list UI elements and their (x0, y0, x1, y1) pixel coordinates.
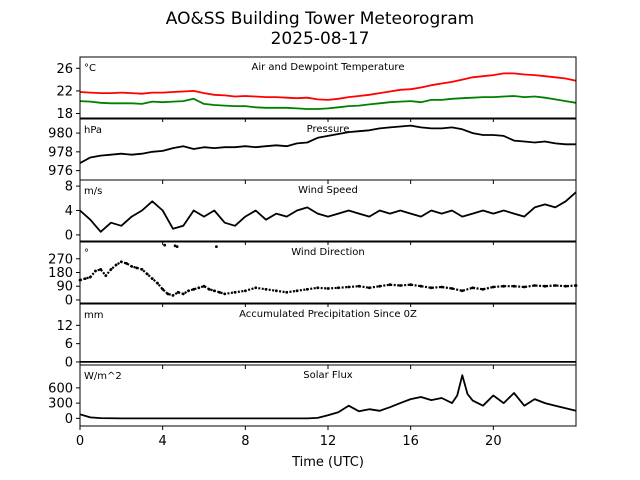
series-line-pressure (79, 124, 576, 164)
y-tick-label: 300 (48, 397, 73, 412)
panel-pressure: 976 978 980 hPa Pressure (48, 118, 577, 184)
panel-accumulated-precipitation-since-0z: 0 6 12 mm Accumulated Precipitation Since 0Z (56, 303, 577, 370)
x-tick-label: 12 (320, 434, 337, 449)
panel-unit-label: m/s (84, 186, 102, 197)
y-tick-label: 18 (56, 107, 73, 122)
figure-title-line2: 2025-08-17 (271, 29, 370, 49)
panel-title: Pressure (307, 124, 350, 135)
y-tick-label: 90 (56, 280, 73, 295)
data-point-wind-direction (163, 243, 167, 247)
panel-title: Accumulated Precipitation Since 0Z (239, 309, 417, 320)
series-line-wind-speed (79, 191, 577, 233)
data-point-wind-direction (215, 245, 218, 249)
y-tick-label: 270 (48, 252, 73, 267)
panel-unit-label: mm (84, 310, 103, 321)
y-tick-label: 600 (48, 381, 73, 396)
y-tick-label: 980 (48, 127, 73, 142)
y-tick-label: 0 (65, 355, 73, 370)
y-tick-label: 976 (48, 164, 73, 179)
y-tick-label: 4 (65, 204, 73, 219)
y-tick-label: 978 (48, 145, 73, 160)
y-tick-label: 6 (65, 337, 73, 352)
x-tick-label: 20 (485, 434, 502, 449)
panel-title: Solar Flux (303, 370, 353, 381)
series-line-wind-direction (79, 260, 577, 297)
figure-title-line1: AO&SS Building Tower Meteorogram (166, 9, 474, 29)
y-tick-label: 26 (56, 62, 73, 77)
panel-title: Wind Speed (298, 185, 358, 196)
y-tick-label: 0 (65, 228, 73, 243)
x-tick-label: 0 (76, 434, 84, 449)
y-tick-label: 22 (56, 84, 73, 99)
y-tick-label: 0 (65, 293, 73, 308)
panel-wind-speed: 0 4 8 m/s Wind Speed (65, 179, 577, 245)
panel-unit-label: ° (84, 248, 89, 259)
panel-unit-label: W/m^2 (84, 371, 122, 382)
panel-unit-label: °C (84, 63, 96, 74)
x-tick-label: 4 (159, 434, 167, 449)
y-tick-label: 180 (48, 266, 73, 281)
panel-unit-label: hPa (84, 125, 102, 136)
y-tick-label: 8 (65, 180, 73, 195)
panel-title: Wind Direction (291, 247, 365, 258)
x-tick-label: 8 (241, 434, 249, 449)
panel-title: Air and Dewpoint Temperature (252, 62, 405, 73)
y-tick-label: 12 (56, 319, 73, 334)
series-line-air-temperature (79, 72, 577, 101)
series-line-solar-flux (79, 374, 577, 420)
data-point-wind-direction (175, 245, 179, 249)
y-tick-label: 0 (65, 412, 73, 427)
x-axis-label: Time (UTC) (291, 455, 364, 470)
series-line-dewpoint-temperature (79, 95, 577, 110)
panel-air-and-dewpoint-temperature: 18 22 26 °C Air and Dewpoint Temperature (56, 56, 577, 122)
x-tick-label: 16 (402, 434, 419, 449)
